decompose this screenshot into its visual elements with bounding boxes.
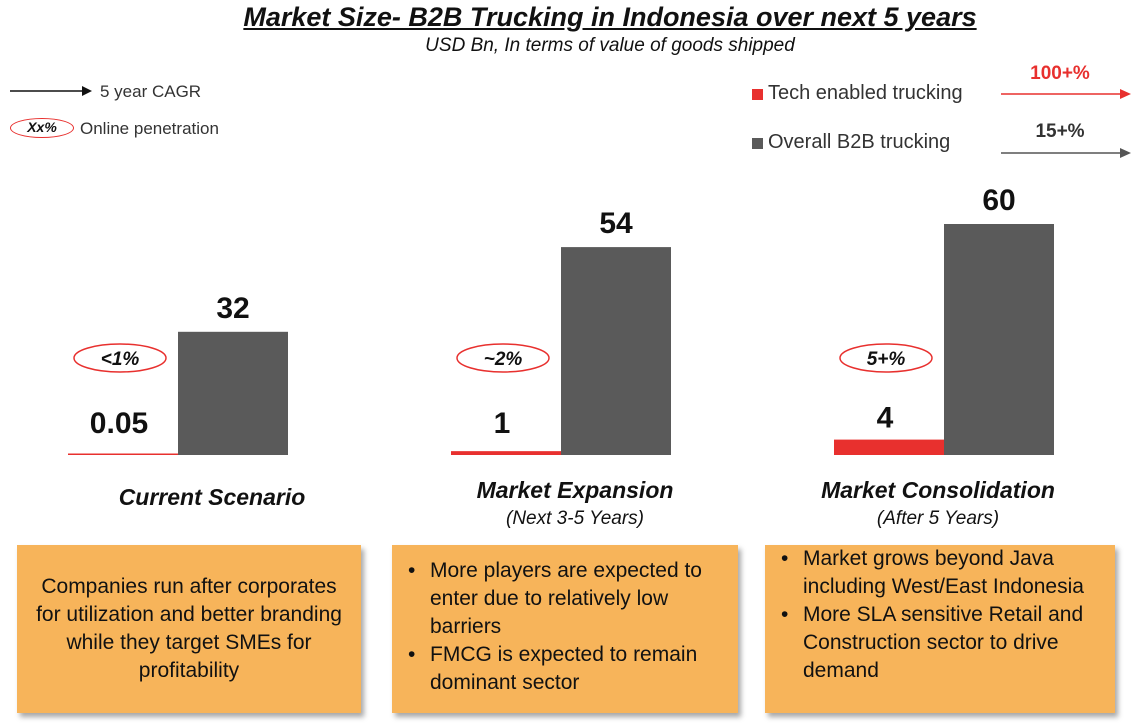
bar-overall-2 bbox=[944, 224, 1054, 455]
chart-title: Market Size- B2B Trucking in Indonesia o… bbox=[243, 2, 977, 32]
category-title-0: Current Scenario bbox=[118, 484, 306, 510]
bar-tech-1 bbox=[451, 451, 561, 455]
penetration-label-2: 5+% bbox=[867, 349, 906, 370]
category-subtitle-1: (Next 3-5 Years) bbox=[506, 508, 644, 529]
bar-tech-0 bbox=[68, 453, 178, 455]
penetration-ellipse-0 bbox=[73, 343, 167, 373]
bullet-item: More players are expected to enter due t… bbox=[402, 557, 728, 641]
data-label-tech-0: 0.05 bbox=[90, 407, 148, 440]
legend-cagr-tech: 100+% bbox=[1030, 63, 1090, 84]
bullet-item: Market grows beyond Java including West/… bbox=[775, 545, 1105, 601]
data-label-overall-1: 54 bbox=[599, 207, 633, 240]
description-text-current: Companies run after corporates for utili… bbox=[36, 575, 342, 682]
data-label-overall-0: 32 bbox=[216, 292, 249, 325]
penetration-label-1: ~2% bbox=[484, 349, 523, 370]
description-box-consolidation: Market grows beyond Java including West/… bbox=[765, 545, 1115, 713]
penetration-key-ellipse: Xx% bbox=[10, 118, 74, 138]
data-label-overall-2: 60 bbox=[982, 184, 1015, 217]
data-label-tech-1: 1 bbox=[494, 407, 511, 440]
data-label-tech-2: 4 bbox=[877, 402, 894, 435]
legend-label-tech: Tech enabled trucking bbox=[768, 82, 963, 104]
description-box-expansion: More players are expected to enter due t… bbox=[392, 545, 738, 713]
bullet-item: More SLA sensitive Retail and Constructi… bbox=[775, 601, 1105, 685]
penetration-label-0: <1% bbox=[101, 349, 140, 370]
bar-overall-0 bbox=[178, 331, 288, 455]
cagr-key-arrow-icon bbox=[10, 86, 92, 96]
cagr-key-label: 5 year CAGR bbox=[100, 82, 202, 101]
legend-label-overall: Overall B2B trucking bbox=[768, 131, 951, 153]
category-subtitle-2: (After 5 Years) bbox=[876, 508, 1000, 529]
penetration-ellipse-2 bbox=[839, 343, 933, 373]
legend-cagr-overall: 15+% bbox=[1035, 121, 1085, 142]
cagr-arrow-tech-icon bbox=[1001, 89, 1131, 99]
bar-overall-1 bbox=[561, 247, 671, 455]
description-box-current: Companies run after corporates for utili… bbox=[17, 545, 361, 713]
chart-subtitle: USD Bn, In terms of value of goods shipp… bbox=[425, 35, 795, 56]
legend-swatch-tech bbox=[752, 89, 763, 100]
penetration-key-label: Online penetration bbox=[80, 119, 219, 138]
bar-tech-2 bbox=[834, 439, 944, 455]
category-title-1: Market Expansion bbox=[476, 477, 674, 503]
legend-swatch-overall bbox=[752, 138, 763, 149]
bullet-item: FMCG is expected to remain dominant sect… bbox=[402, 641, 728, 697]
penetration-ellipse-1 bbox=[456, 343, 550, 373]
cagr-arrow-overall-icon bbox=[1001, 148, 1131, 158]
category-title-2: Market Consolidation bbox=[821, 477, 1055, 503]
